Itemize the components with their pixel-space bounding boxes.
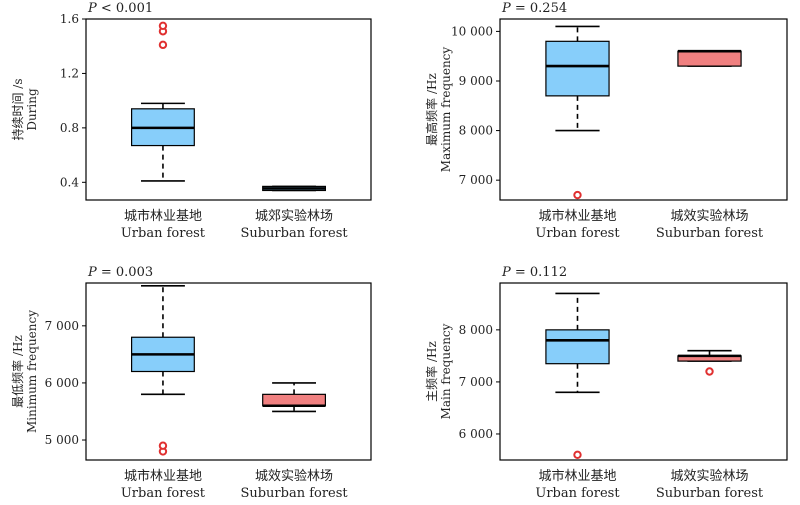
box-2 <box>677 49 742 67</box>
p-value-text: = 0.003 <box>97 265 153 280</box>
category-label-cn: 城效实验林场 <box>671 208 749 224</box>
category-label-cn: 城郊实验林场 <box>255 208 333 224</box>
outlier-point <box>705 367 714 376</box>
y-axis-title-en: During <box>25 88 39 131</box>
box-1 <box>545 25 610 200</box>
outlier-point <box>573 190 582 200</box>
outlier-point <box>158 21 168 31</box>
y-tick-label: 8 000 <box>459 323 493 337</box>
outlier-point <box>158 40 168 50</box>
y-axis-title-cn: 主频率 /Hz <box>424 341 439 402</box>
y-tick-label: 5 000 <box>45 433 79 447</box>
category-label-en: Suburban forest <box>240 226 348 241</box>
y-axis-title-en: Main frequency <box>439 323 453 419</box>
y-axis-title-en: Minimum frequency <box>25 310 39 433</box>
y-tick-label: 7 000 <box>459 173 493 187</box>
p-value-label: P = 0.112 <box>501 265 567 280</box>
plot-frame <box>499 18 788 201</box>
y-tick-label: 10 000 <box>451 24 493 38</box>
category-label-en: Urban forest <box>535 226 620 241</box>
box-iqr <box>262 393 327 407</box>
category-label-cn: 城市林业基地 <box>538 208 616 224</box>
y-tick-label: 1.6 <box>60 12 79 26</box>
category-label-cn: 城市林业基地 <box>124 468 202 484</box>
p-value-label: P < 0.001 <box>87 1 153 16</box>
box-1 <box>545 292 610 459</box>
category-label-cn: 城效实验林场 <box>671 468 749 484</box>
category-label-cn: 城市林业基地 <box>124 208 202 224</box>
y-tick-label: 7 000 <box>459 375 493 389</box>
chart-panel-2: P = 0.254 7 000 8 000 9 000 10 000 最高频率 /Hz Ma… <box>424 1 788 241</box>
category-label-en: Urban forest <box>535 486 620 501</box>
box-2 <box>262 185 327 192</box>
p-symbol: P <box>501 265 511 280</box>
box-2 <box>677 349 742 376</box>
y-tick-label: 9 000 <box>459 74 493 88</box>
y-tick-label: 7 000 <box>45 319 79 333</box>
p-symbol: P <box>501 1 511 16</box>
category-label-en: Suburban forest <box>240 486 348 501</box>
y-axis-title-cn: 持续时间 /s <box>10 78 25 140</box>
category-label-en: Urban forest <box>121 486 206 501</box>
category-label-en: Urban forest <box>121 226 206 241</box>
plot-frame <box>85 18 372 201</box>
chart-panel-4: P = 0.112 6 000 7 000 8 000 主频率 /Hz Main freq… <box>424 265 788 501</box>
y-tick-label: 8 000 <box>459 124 493 138</box>
outlier-point <box>158 441 168 450</box>
category-label-cn: 城市林业基地 <box>538 468 616 484</box>
box-iqr <box>545 329 610 365</box>
category-label-en: Suburban forest <box>656 226 764 241</box>
chart-panel-3: P = 0.003 5 000 6 000 7 000 最低频率 /Hz Minimum … <box>10 265 372 501</box>
p-value-text: = 0.112 <box>511 265 567 280</box>
plot-frame <box>499 282 788 461</box>
p-value-label: P = 0.254 <box>501 1 567 16</box>
box-iqr <box>677 50 742 67</box>
outlier-point <box>573 450 582 459</box>
y-tick-label: 0.4 <box>60 175 79 189</box>
chart-panel-1: P < 0.001 0.4 0.8 1.2 1.6 持续时间 /s During 城市林业基地… <box>10 1 372 241</box>
box-1 <box>131 21 195 182</box>
plot-frame <box>85 282 372 461</box>
category-label-en: Suburban forest <box>656 486 764 501</box>
p-symbol: P <box>87 1 97 16</box>
box-1 <box>131 285 195 456</box>
y-axis-title-cn: 最高频率 /Hz <box>424 73 439 146</box>
y-tick-label: 0.8 <box>60 121 79 135</box>
y-tick-label: 1.2 <box>60 66 79 80</box>
p-value-text: < 0.001 <box>97 1 153 16</box>
p-symbol: P <box>87 265 97 280</box>
box-2 <box>262 382 327 413</box>
p-value-label: P = 0.003 <box>87 265 153 280</box>
y-axis-title-en: Maximum frequency <box>439 47 453 173</box>
y-tick-label: 6 000 <box>459 427 493 441</box>
category-label-cn: 城效实验林场 <box>255 468 333 484</box>
y-axis-title-cn: 最低频率 /Hz <box>10 335 25 408</box>
p-value-text: = 0.254 <box>511 1 567 16</box>
box-iqr <box>545 40 610 97</box>
y-tick-label: 6 000 <box>45 376 79 390</box>
